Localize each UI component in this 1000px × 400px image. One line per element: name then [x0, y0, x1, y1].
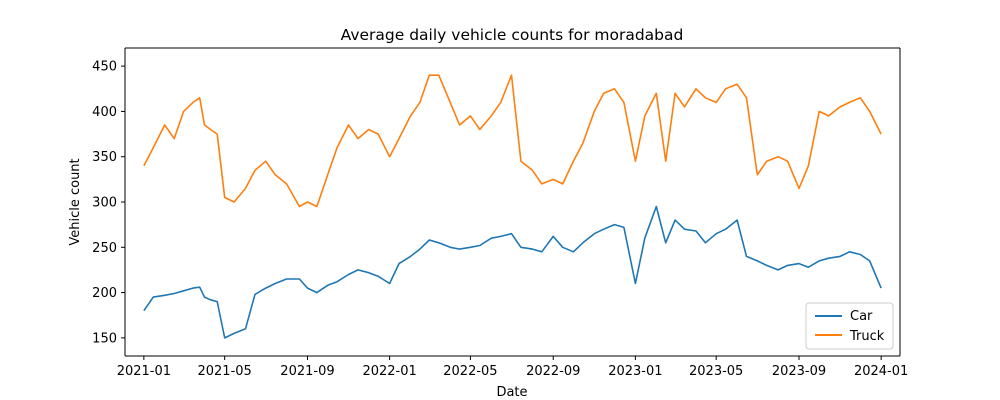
y-axis-ticks: 150 200 250 300 350 400 450: [92, 60, 125, 346]
x-tick-label: 2021-05: [197, 364, 251, 379]
series-layer: [143, 74, 882, 339]
y-tick-label: 300: [92, 196, 117, 211]
y-tick-label: 450: [92, 60, 117, 75]
x-tick-label: 2021-09: [280, 364, 334, 379]
y-tick-label: 150: [92, 331, 117, 346]
legend-label-car: Car: [850, 309, 873, 324]
plot-area: [125, 48, 900, 356]
legend-box: [805, 302, 894, 350]
x-axis-title: Date: [496, 385, 527, 400]
legend-label-truck: Truck: [849, 329, 885, 344]
x-tick-label: 2022-01: [362, 364, 416, 379]
axes-layer: [124, 47, 901, 357]
x-tick-label: 2023-05: [689, 364, 743, 379]
y-tick-label: 200: [92, 286, 117, 301]
series-line-car: [143, 205, 882, 339]
x-tick-label: 2021-01: [117, 364, 171, 379]
x-tick-label: 2022-05: [443, 364, 497, 379]
x-tick-label: 2022-09: [526, 364, 580, 379]
y-tick-label: 350: [92, 150, 117, 165]
series-line-truck: [143, 74, 882, 208]
x-tick-label: 2024-01: [854, 364, 908, 379]
x-tick-label: 2023-01: [608, 364, 662, 379]
legend: Car Truck: [805, 302, 894, 350]
y-axis-title: Vehicle count: [68, 158, 83, 245]
y-tick-label: 400: [92, 105, 117, 120]
x-tick-label: 2023-09: [772, 364, 826, 379]
chart-title: Average daily vehicle counts for moradab…: [341, 26, 684, 44]
y-tick-label: 250: [92, 241, 117, 256]
x-axis-ticks: 2021-01 2021-05 2021-09 2022-01 2022-05 2022-…: [117, 356, 908, 379]
